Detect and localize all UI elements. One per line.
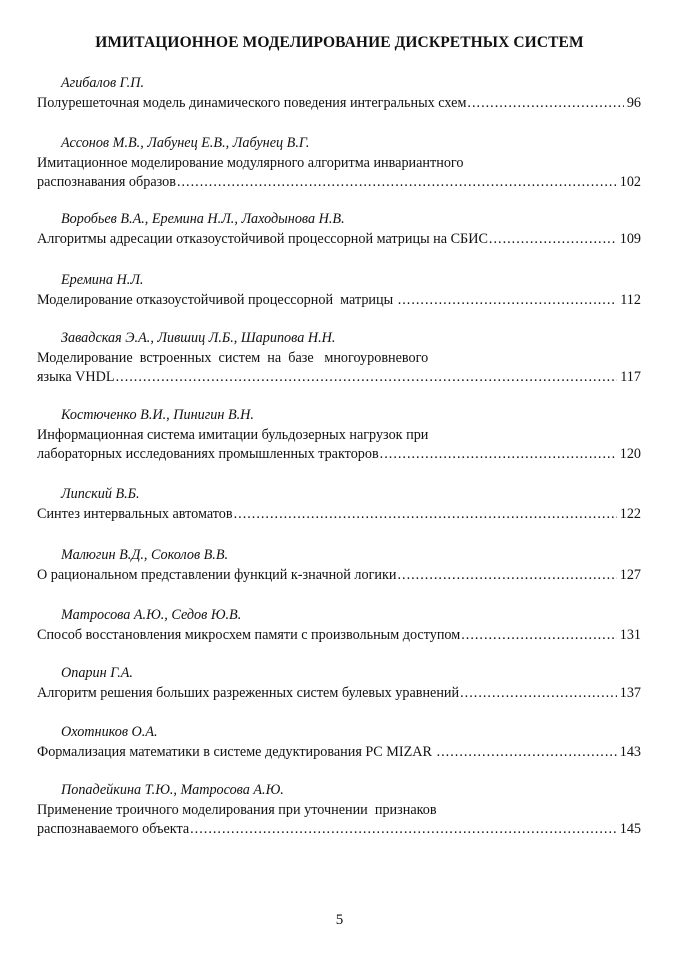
dot-leader [460, 684, 617, 704]
entry-title-line: языка VHDL [37, 369, 115, 385]
toc-entry: Малюгин В.Д., Соколов В.В. О рациональном… [37, 546, 641, 585]
toc-entry: Еремина Н.Л. Моделирование отказоустойчив… [37, 271, 641, 310]
entry-title-line: распознаваемого объекта [37, 821, 190, 837]
entry-authors: Малюгин В.Д., Соколов В.В. [61, 547, 229, 563]
entry-title-row: лабораторных исследованиях промышленных … [37, 445, 641, 465]
entry-title-line: Полурешеточная модель динамического пове… [37, 94, 467, 111]
entry-authors: Липский В.Б. [61, 486, 140, 502]
entry-page: 122 [619, 505, 641, 522]
entry-title-line: О рациональном представлении функций к-з… [37, 566, 397, 583]
entry-title-line: лабораторных исследованиях промышленных … [37, 446, 379, 462]
entry-page: 117 [620, 369, 641, 385]
entry-page: 120 [619, 446, 641, 462]
entry-page: 102 [619, 174, 641, 190]
dot-leader [116, 368, 618, 388]
entry-title-line: Имитационное моделирование модулярного а… [37, 154, 464, 171]
entry-page: 145 [619, 821, 641, 837]
section-heading: ИМИТАЦИОННОЕ МОДЕЛИРОВАНИЕ ДИСКРЕТНЫХ СИ… [95, 34, 584, 51]
dot-leader [397, 566, 616, 586]
dot-leader [461, 626, 617, 646]
toc-entry: Завадская Э.А., Лившиц Л.Б., Шарипова Н.… [37, 329, 641, 388]
entry-title-row: языка VHDL 117 [37, 368, 641, 388]
entry-authors: Ассонов М.В., Лабунец Е.В., Лабунец В.Г. [61, 135, 310, 151]
entry-title-row: Моделирование отказоустойчивой процессор… [37, 291, 641, 311]
toc-entry: Ассонов М.В., Лабунец Е.В., Лабунец В.Г.… [37, 134, 641, 193]
dot-leader [467, 94, 623, 114]
toc-entry: Матросова А.Ю., Седов Ю.В. Способ восстан… [37, 606, 641, 645]
entry-authors: Еремина Н.Л. [61, 272, 144, 288]
dot-leader [398, 291, 618, 311]
entry-title-line: распознавания образов [37, 174, 176, 190]
toc-entry: Опарин Г.А. Алгоритм решения больших разр… [37, 664, 641, 703]
entry-title-line: Моделирование отказоустойчивой процессор… [37, 291, 397, 308]
entry-title-row: Синтез интервальных автоматов 122 [37, 505, 641, 525]
entry-title-row: Способ восстановления микросхем памяти с… [37, 626, 641, 646]
toc-entry: Воробьев В.А., Еремина Н.Л., Лаходынова … [37, 210, 641, 249]
entry-authors: Завадская Э.А., Лившиц Л.Б., Шарипова Н.… [61, 330, 336, 346]
dot-leader [190, 820, 617, 840]
entry-title-row: Полурешеточная модель динамического пове… [37, 94, 641, 114]
toc-entry: Охотников О.А. Формализация математики в … [37, 723, 641, 762]
entry-authors: Попадейкина Т.Ю., Матросова А.Ю. [61, 782, 284, 798]
entry-title-line: Алгоритмы адресации отказоустойчивой про… [37, 230, 488, 247]
dot-leader [489, 230, 617, 250]
entry-page: 127 [619, 566, 641, 583]
entry-authors: Опарин Г.А. [61, 665, 133, 681]
entry-title-row: распознавания образов 102 [37, 173, 641, 193]
entry-title-row: Алгоритмы адресации отказоустойчивой про… [37, 230, 641, 250]
dot-leader [234, 505, 617, 525]
entry-title-line: Формализация математики в системе дедукт… [37, 743, 436, 760]
entry-title-line: Алгоритм решения больших разреженных сис… [37, 684, 460, 701]
dot-leader [437, 743, 617, 763]
toc-entry: Агибалов Г.П. Полурешеточная модель динам… [37, 74, 641, 113]
entry-authors: Воробьев В.А., Еремина Н.Л., Лаходынова … [61, 211, 345, 227]
entry-title-line: Применение троичного моделирования при у… [37, 801, 437, 818]
dot-leader [177, 173, 617, 193]
entry-title-line: Моделирование встроенных систем на базе … [37, 349, 429, 366]
entry-authors: Охотников О.А. [61, 724, 158, 740]
entry-title-row: О рациональном представлении функций к-з… [37, 566, 641, 586]
toc-entry: Костюченко В.И., Пинигин В.Н. Информацион… [37, 406, 641, 465]
dot-leader [380, 445, 617, 465]
entry-title-row: распознаваемого объекта 145 [37, 820, 641, 840]
entry-page: 137 [619, 684, 641, 701]
entry-title-line: Информационная система имитации бульдозе… [37, 426, 429, 443]
entry-page: 112 [620, 291, 641, 308]
entry-title-line: Способ восстановления микросхем памяти с… [37, 626, 461, 643]
entry-page: 96 [626, 94, 641, 111]
entry-page: 109 [619, 230, 641, 247]
page-number: 5 [335, 912, 344, 928]
entry-authors: Агибалов Г.П. [61, 75, 145, 91]
entry-page: 143 [619, 743, 641, 760]
entry-title-row: Формализация математики в системе дедукт… [37, 743, 641, 763]
toc-entry: Липский В.Б. Синтез интервальных автомато… [37, 485, 641, 524]
entry-page: 131 [619, 626, 641, 643]
entry-authors: Костюченко В.И., Пинигин В.Н. [61, 407, 254, 423]
entry-title-row: Алгоритм решения больших разреженных сис… [37, 684, 641, 704]
entry-authors: Матросова А.Ю., Седов Ю.В. [61, 607, 242, 623]
entry-title-line: Синтез интервальных автоматов [37, 505, 233, 522]
toc-entry: Попадейкина Т.Ю., Матросова А.Ю. Применен… [37, 781, 641, 840]
